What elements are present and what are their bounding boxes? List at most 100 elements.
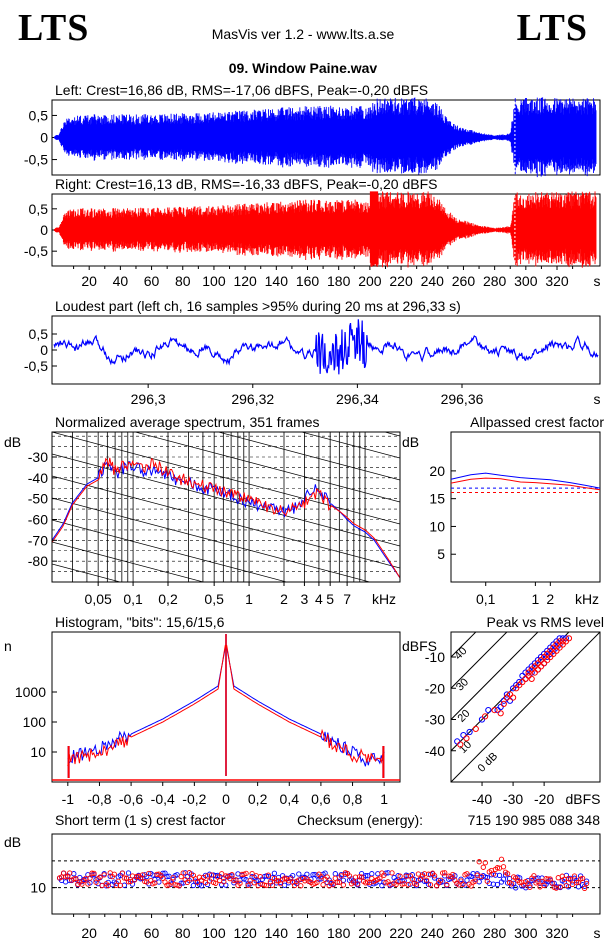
peak-vs-rms-right-point	[553, 647, 560, 654]
short-term-crest-xtick-label: 300	[514, 925, 538, 941]
short-term-crest-xtick-label: 40	[113, 925, 129, 941]
short-term-crest-xtick-label: 80	[175, 925, 191, 941]
right-waveform-start-dot	[54, 227, 60, 233]
spectrum-xunit: kHz	[372, 591, 396, 607]
histogram-ytick-label: 100	[23, 714, 47, 730]
short-term-crest-right-point	[413, 881, 420, 887]
right-waveform-xunit: s	[594, 273, 601, 289]
peak-vs-rms-diagonal-label: 40	[452, 645, 469, 662]
right-waveform-xtick-label: 120	[233, 273, 257, 289]
left-waveform-ytick-label: 0	[40, 130, 48, 146]
loudest-part-xtick-label: 296,32	[231, 391, 274, 407]
spectrum-right-curve	[52, 457, 400, 579]
peak-vs-rms-right-point	[522, 675, 529, 683]
spectrum-ylabel: dB	[4, 434, 21, 450]
peak-vs-rms-right-point	[537, 657, 545, 664]
short-term-crest-xtick-label: 60	[144, 925, 160, 941]
lts-logo-right: LTS	[516, 7, 588, 49]
short-term-crest-right-point	[186, 870, 192, 876]
short-term-crest-right-point	[146, 870, 152, 877]
short-term-crest-right-point	[389, 870, 395, 876]
app-title: MasVis ver 1.2 - www.lts.a.se	[211, 26, 395, 42]
short-term-crest-right-point	[356, 874, 363, 880]
peak-vs-rms-right-point	[525, 672, 532, 679]
short-term-crest-right-point	[395, 878, 401, 885]
histogram-ylabel: n	[4, 638, 12, 654]
spectrum-xtick-label: 2	[280, 591, 288, 607]
short-term-crest-xtick-label: 240	[421, 925, 445, 941]
allpassed-crest-frame	[450, 431, 601, 583]
short-term-crest-right-point	[119, 870, 126, 876]
short-term-crest-right-point	[527, 884, 533, 890]
short-term-crest-right-point	[247, 877, 253, 884]
peak-vs-rms-xtick-label: -30	[503, 791, 523, 807]
histogram-xtick-label: -0,4	[151, 791, 175, 807]
spectrum-xtick-label: 3	[301, 591, 309, 607]
short-term-crest-right-point	[97, 874, 103, 880]
short-term-crest-right-point	[478, 873, 484, 879]
peak-vs-rms-right-point	[472, 725, 479, 733]
right-waveform-xtick-label: 300	[514, 273, 538, 289]
spectrum-ytick-label: -30	[28, 449, 48, 465]
short-term-crest-left-point	[369, 871, 375, 877]
short-term-crest-right-point	[498, 856, 505, 862]
peak-vs-rms-right-point	[553, 641, 560, 648]
peak-vs-rms-left-point	[466, 728, 473, 736]
peak-vs-rms-right-point	[537, 663, 545, 670]
short-term-crest-right-point	[557, 884, 563, 890]
peak-vs-rms-right-point	[547, 647, 554, 654]
loudest-part-ytick-label: 0	[40, 342, 48, 358]
peak-vs-rms-left-point	[513, 682, 520, 689]
peak-vs-rms-right-point	[559, 638, 566, 645]
short-term-crest-ylabel: dB	[4, 834, 21, 850]
peak-vs-rms-left-point	[519, 672, 526, 679]
histogram-xtick-label: -1	[62, 791, 75, 807]
short-term-crest-left-point	[484, 874, 490, 881]
peak-vs-rms-left-point	[497, 703, 504, 711]
short-term-crest-right-point	[251, 880, 257, 886]
histogram-xtick-label: 0,4	[280, 791, 300, 807]
short-term-crest-left-point	[375, 871, 381, 877]
spectrum-title: Normalized average spectrum, 351 frames	[55, 414, 320, 430]
short-term-crest-left-point	[500, 876, 507, 882]
short-term-crest-xtick-label: 200	[358, 925, 382, 941]
short-term-crest-right-point	[334, 879, 340, 885]
short-term-crest-right-point	[482, 860, 488, 866]
short-term-crest-right-point	[194, 879, 201, 885]
peak-vs-rms-left-point	[531, 660, 538, 667]
peak-vs-rms-right-point	[457, 741, 464, 748]
allpassed-crest-xtick-label: 1	[531, 591, 539, 607]
short-term-crest-right-point	[583, 880, 590, 887]
short-term-crest-right-point	[415, 871, 422, 877]
spectrum-slope-line	[300, 432, 400, 459]
short-term-crest-left-point	[271, 870, 278, 876]
short-term-crest-right-point	[427, 882, 434, 888]
short-term-crest-right-point	[450, 871, 456, 878]
short-term-crest-right-point	[221, 879, 227, 885]
right-waveform-xtick-label: 280	[483, 273, 507, 289]
short-term-crest-right-point	[409, 876, 415, 882]
right-waveform-ytick-label: 0	[40, 222, 48, 238]
allpassed-crest-ylabel: dB	[402, 434, 419, 450]
right-waveform-xtick-label: 180	[327, 273, 351, 289]
short-term-crest-left-point	[190, 882, 197, 889]
histogram-xtick-label: -0,6	[119, 791, 143, 807]
short-term-crest-right-point	[227, 875, 233, 882]
short-term-crest-right-point	[472, 878, 478, 884]
short-term-crest-right-point	[263, 882, 269, 889]
allpassed-crest-right-curve	[450, 477, 601, 491]
short-term-crest-right-point	[567, 877, 574, 883]
peak-vs-rms-right-point	[550, 644, 557, 651]
peak-vs-rms-xunit: dBFS	[565, 791, 600, 807]
peak-vs-rms-diagonal-label: 20	[456, 708, 473, 725]
short-term-crest-right-point	[245, 882, 251, 889]
short-term-crest-right-point	[377, 875, 383, 881]
loudest-part-ytick-label: 0,5	[29, 326, 49, 342]
peak-vs-rms-diagonal	[451, 632, 508, 689]
histogram-xtick-label: -0,8	[87, 791, 111, 807]
short-term-crest-right-point	[405, 882, 411, 888]
short-term-crest-right-point	[257, 874, 263, 880]
short-term-crest-right-point	[549, 880, 555, 886]
peak-vs-rms-diagonal	[451, 632, 600, 782]
peak-vs-rms-ytick-label: -40	[425, 743, 445, 759]
